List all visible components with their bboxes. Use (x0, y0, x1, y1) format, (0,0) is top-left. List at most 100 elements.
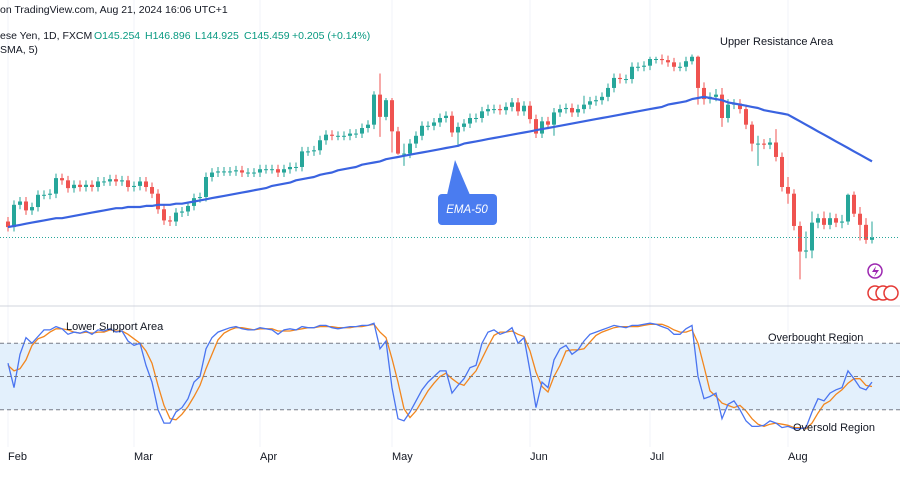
candle-body (624, 79, 628, 81)
candle-body (264, 169, 268, 171)
candle-body (558, 109, 562, 113)
candle-body (312, 150, 316, 152)
x-tick-label: Jun (530, 451, 548, 463)
candle-body (66, 180, 70, 189)
candle-body (354, 133, 358, 135)
candle-body (618, 77, 622, 80)
candle-body (810, 222, 814, 251)
candle-body (18, 201, 22, 205)
annotation: Oversold Region (793, 422, 875, 434)
callout-box (438, 194, 497, 225)
x-tick-label: Jul (650, 451, 664, 463)
candle-body (366, 124, 370, 129)
candle-body (12, 204, 16, 228)
candle-body (300, 151, 304, 167)
candle-body (846, 194, 850, 222)
candle-body (798, 225, 802, 252)
annotation: Overbought Region (768, 332, 863, 344)
candle-body (360, 128, 364, 134)
candle-body (672, 62, 676, 67)
candle-body (372, 94, 376, 125)
candle-body (144, 181, 148, 188)
candle-body (486, 109, 490, 112)
candle-body (252, 172, 256, 174)
candle-body (510, 102, 514, 107)
ohlc-high: H146.896 (145, 30, 191, 42)
candle-body (480, 111, 484, 118)
candle-body (744, 109, 748, 125)
candle-body (552, 112, 556, 125)
candle-body (294, 166, 298, 168)
candle-body (762, 143, 766, 145)
candle-body (384, 100, 388, 117)
candle-body (720, 94, 724, 118)
candle-body (546, 121, 550, 125)
candle-body (594, 100, 598, 102)
candle-body (468, 117, 472, 124)
candle-body (84, 184, 88, 188)
x-tick-label: May (392, 451, 413, 463)
candle-body (390, 100, 394, 132)
candle-body (408, 143, 412, 154)
candle-body (858, 213, 862, 225)
callout-pointer (447, 160, 470, 195)
candle-body (342, 135, 346, 137)
ohlc-low: L144.925 (195, 30, 239, 42)
candle-body (36, 194, 40, 208)
candle-body (450, 115, 454, 133)
chart-title: on TradingView.com, Aug 21, 2024 16:06 U… (0, 4, 228, 16)
candle-body (156, 193, 160, 210)
candle-body (786, 187, 790, 194)
candle-body (162, 209, 166, 221)
candle-body (378, 94, 382, 117)
candle-body (582, 104, 586, 110)
candle-body (432, 122, 436, 126)
candle-body (420, 125, 424, 136)
candle-body (660, 58, 664, 61)
candle-body (444, 115, 448, 118)
candle-body (684, 61, 688, 67)
symbol: ese Yen, 1D, FXCM (0, 30, 92, 42)
candle-body (168, 220, 172, 222)
candle-body (234, 170, 238, 172)
candle-body (516, 102, 520, 112)
candle-body (180, 211, 184, 213)
candle-body (48, 193, 52, 195)
candle-body (222, 171, 226, 173)
candle-body (78, 184, 82, 188)
candle-body (564, 107, 568, 110)
candle-body (750, 124, 754, 144)
candle-body (576, 109, 580, 113)
candle-body (462, 123, 466, 127)
candle-body (318, 140, 322, 151)
candle-body (102, 181, 106, 183)
event-icon-bolt (872, 266, 879, 277)
candle-body (606, 87, 610, 97)
candle-body (780, 156, 784, 188)
annotation: Upper Resistance Area (720, 36, 834, 48)
candle-body (456, 126, 460, 133)
candle-body (756, 143, 760, 145)
candle-body (648, 58, 652, 66)
candle-body (492, 109, 496, 111)
candle-body (288, 166, 292, 170)
callout-label: EMA-50 (446, 204, 488, 216)
candle-body (864, 224, 868, 240)
candle-body (72, 184, 76, 189)
candle-body (30, 207, 34, 211)
candle-body (396, 131, 400, 154)
event-icon[interactable] (867, 263, 883, 279)
candle-body (210, 172, 214, 177)
ema-line (7, 95, 873, 229)
candle-body (174, 212, 178, 222)
flag-icon[interactable] (883, 285, 899, 301)
candle-body (588, 101, 592, 105)
candle-body (54, 178, 58, 194)
ohlc-change: +0.205 (+0.14%) (292, 30, 370, 42)
ohlc-close: C145.459 (244, 30, 290, 42)
candle-body (816, 218, 820, 223)
candle-body (870, 237, 874, 240)
candle-body (630, 66, 634, 80)
candle-body (642, 65, 646, 67)
